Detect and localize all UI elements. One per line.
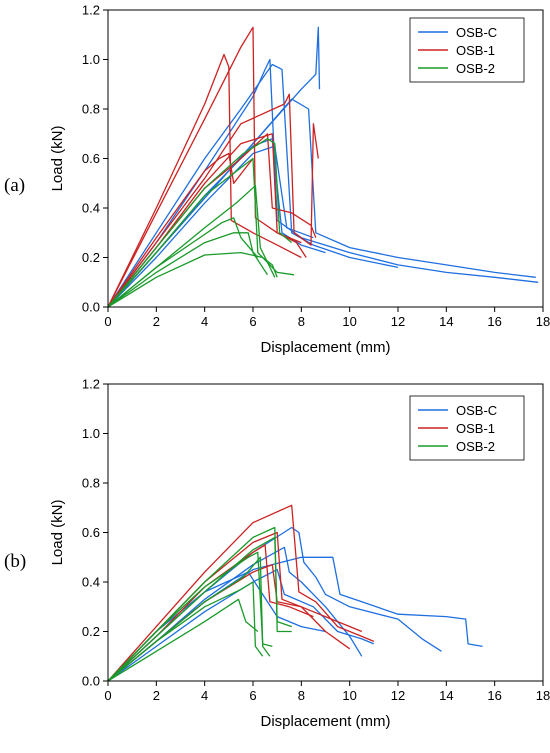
series-line-osb-2-2 <box>107 536 292 682</box>
series-line-osb-1-1 <box>107 53 302 308</box>
x-tick-label: 16 <box>487 314 501 329</box>
y-tick-label: 0.6 <box>82 151 100 166</box>
series-line-osb-2-6 <box>107 551 273 682</box>
series-line-osb-1-3 <box>107 93 319 308</box>
series-line-osb-c-2 <box>107 26 321 308</box>
legend-label-osb-1: OSB-1 <box>456 421 495 436</box>
x-tick-label: 2 <box>153 688 160 703</box>
y-tick-label: 0.4 <box>82 575 100 590</box>
legend-label-osb-c: OSB-C <box>456 25 497 40</box>
y-axis-label: Load (kN) <box>49 126 66 192</box>
x-tick-label: 10 <box>342 314 356 329</box>
series-line-osb-2-6 <box>107 217 259 308</box>
x-axis-label: Displacement (mm) <box>260 339 390 356</box>
panel-label-a: (a) <box>4 175 26 196</box>
legend-label-osb-1: OSB-1 <box>456 43 495 58</box>
series-line-osb-1-1 <box>107 504 375 682</box>
y-tick-label: 0.8 <box>82 102 100 117</box>
y-tick-label: 1.0 <box>82 52 100 67</box>
x-tick-label: 8 <box>298 314 305 329</box>
series-line-osb-c-6 <box>107 145 314 308</box>
x-tick-label: 14 <box>439 314 453 329</box>
legend-label-osb-2: OSB-2 <box>456 61 495 76</box>
x-tick-label: 2 <box>153 314 160 329</box>
series-line-osb-1-5 <box>107 152 254 308</box>
y-tick-label: 1.0 <box>82 426 100 441</box>
x-tick-label: 18 <box>536 688 550 703</box>
x-tick-label: 6 <box>249 314 256 329</box>
series-line-osb-c-5 <box>107 571 326 682</box>
y-tick-label: 0.8 <box>82 476 100 491</box>
y-tick-label: 0.6 <box>82 525 100 540</box>
y-tick-label: 0.2 <box>82 624 100 639</box>
panel-a: (a) 0 2 4 6 8 10 12 14 16 18 0.0 0.2 0.4 0.6 0.8 1.0 1.2… <box>0 0 550 374</box>
x-tick-label: 10 <box>342 688 356 703</box>
series-line-osb-1-2 <box>107 26 302 308</box>
series-line-osb-c-1 <box>107 98 536 308</box>
y-tick-label: 1.2 <box>82 3 100 18</box>
series-line-osb-c-1 <box>107 556 483 682</box>
panel-label-b: (b) <box>4 551 27 572</box>
y-tick-label: 0.0 <box>82 300 100 315</box>
x-tick-label: 18 <box>536 314 550 329</box>
legend-label-osb-2: OSB-2 <box>456 439 495 454</box>
x-tick-label: 0 <box>104 314 111 329</box>
legend-label-osb-c: OSB-C <box>456 403 497 418</box>
x-tick-label: 12 <box>391 688 405 703</box>
y-tick-label: 1.2 <box>82 377 100 392</box>
y-tick-label: 0.4 <box>82 201 100 216</box>
x-axis-label: Displacement (mm) <box>260 713 390 730</box>
series-line-osb-2-1 <box>107 138 293 308</box>
panel-b: (b) 0 2 4 6 8 10 12 14 16 18 0.0 0.2 0.4 0.6 0.8 1.0 1.2… <box>0 374 550 748</box>
chart-a: 0 2 4 6 8 10 12 14 16 18 0.0 0.2 0.4 0.6 0.8 1.0 1.2 Disp… <box>49 3 550 357</box>
x-tick-label: 8 <box>298 688 305 703</box>
y-axis-label: Load (kN) <box>49 500 66 566</box>
x-tick-label: 14 <box>439 688 453 703</box>
series-line-osb-2-4 <box>107 581 264 682</box>
x-tick-label: 0 <box>104 688 111 703</box>
series-line-osb-c-4 <box>107 568 375 682</box>
y-tick-label: 0.0 <box>82 674 100 689</box>
y-tick-label: 0.2 <box>82 250 100 265</box>
x-tick-label: 4 <box>201 688 208 703</box>
x-tick-label: 4 <box>201 314 208 329</box>
x-tick-label: 12 <box>391 314 405 329</box>
x-tick-label: 16 <box>487 688 501 703</box>
series-line-osb-c-5 <box>107 138 326 308</box>
series-line-osb-c-4 <box>107 63 399 308</box>
series-line-osb-2-5 <box>107 251 278 308</box>
chart-b: 0 2 4 6 8 10 12 14 16 18 0.0 0.2 0.4 0.6 0.8 1.0 1.2 Disp… <box>49 377 550 731</box>
x-tick-label: 6 <box>249 688 256 703</box>
series-line-osb-2-5 <box>107 598 259 682</box>
